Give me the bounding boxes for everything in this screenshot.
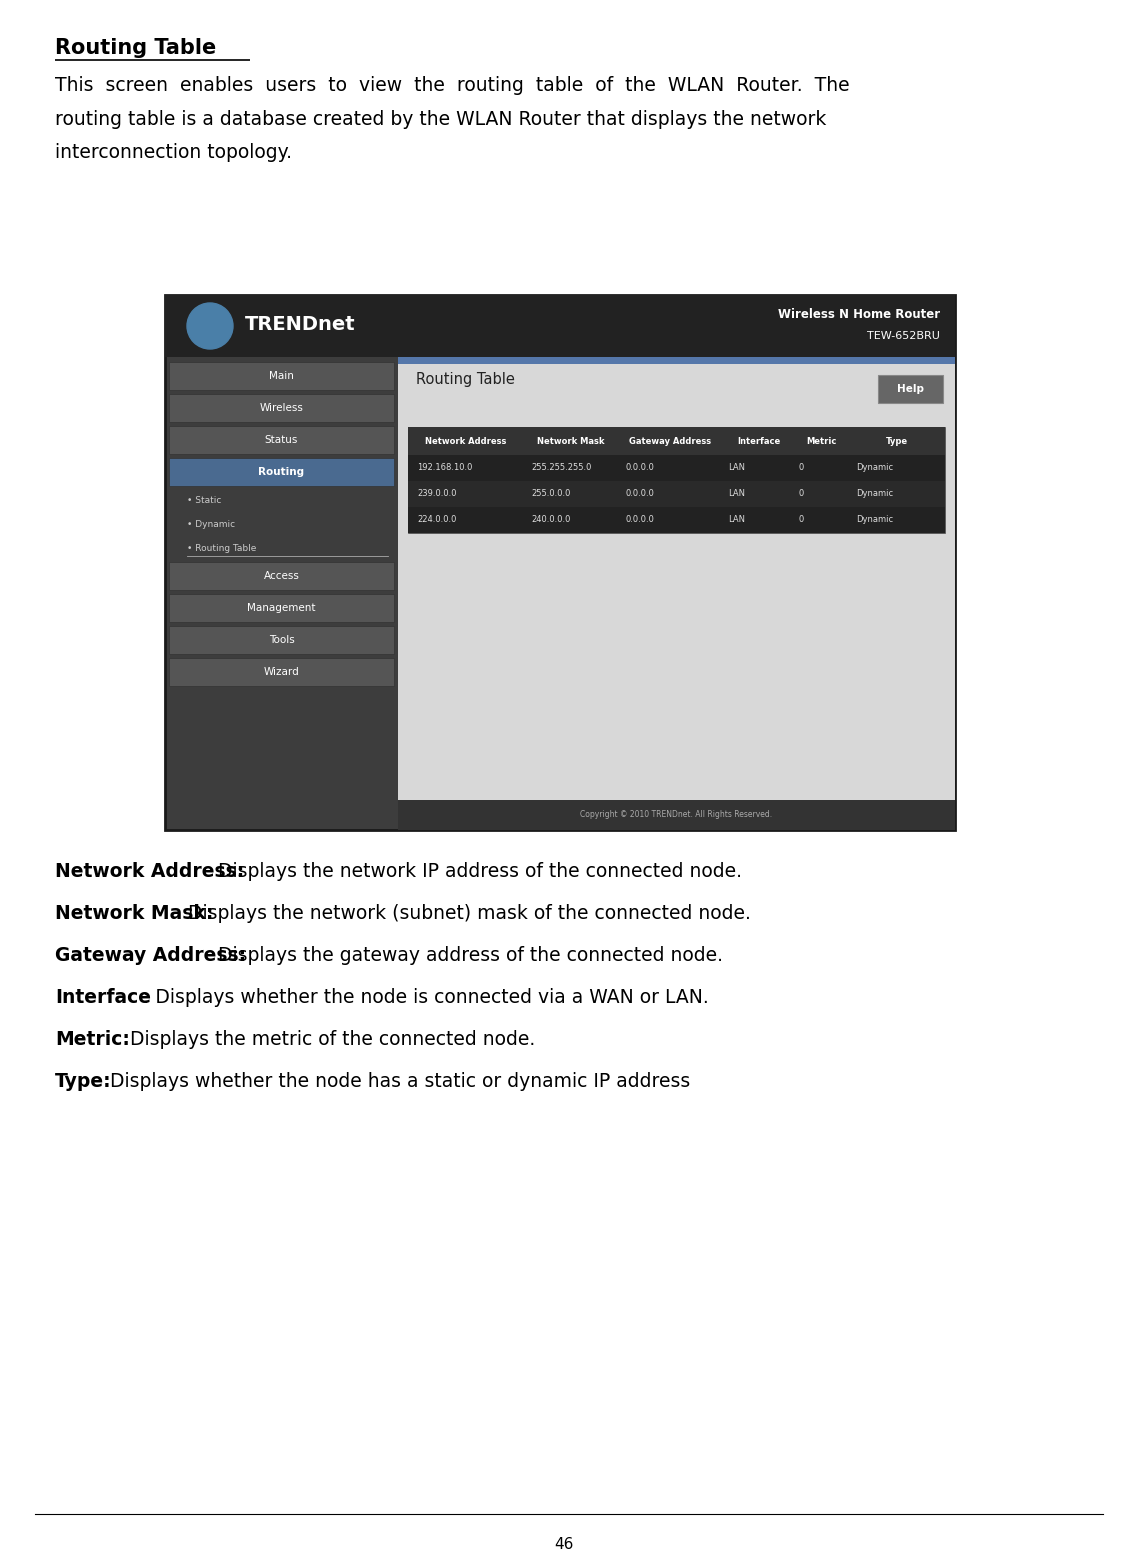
Text: Dynamic: Dynamic bbox=[856, 464, 893, 472]
Text: 239.0.0.0: 239.0.0.0 bbox=[417, 489, 457, 498]
Text: 0: 0 bbox=[799, 464, 804, 472]
FancyBboxPatch shape bbox=[165, 294, 955, 357]
FancyBboxPatch shape bbox=[169, 659, 394, 687]
FancyBboxPatch shape bbox=[169, 427, 394, 455]
Text: 0: 0 bbox=[799, 515, 804, 525]
Text: Network Mask: Network Mask bbox=[537, 436, 605, 445]
Text: Interface: Interface bbox=[737, 436, 781, 445]
Text: Network Address:: Network Address: bbox=[55, 863, 245, 881]
Text: 0.0.0.0: 0.0.0.0 bbox=[626, 515, 654, 525]
Text: Main: Main bbox=[270, 371, 294, 381]
FancyBboxPatch shape bbox=[398, 357, 955, 830]
Text: : Displays whether the node is connected via a WAN or LAN.: : Displays whether the node is connected… bbox=[143, 989, 710, 1007]
FancyBboxPatch shape bbox=[408, 455, 945, 481]
FancyBboxPatch shape bbox=[169, 626, 394, 654]
Text: Displays the gateway address of the connected node.: Displays the gateway address of the conn… bbox=[212, 947, 723, 965]
Text: Management: Management bbox=[247, 603, 316, 613]
Text: Network Mask:: Network Mask: bbox=[55, 905, 213, 923]
Text: LAN: LAN bbox=[728, 515, 744, 525]
Text: interconnection topology.: interconnection topology. bbox=[55, 143, 292, 162]
Circle shape bbox=[187, 304, 233, 349]
Text: 0: 0 bbox=[799, 489, 804, 498]
Text: Tools: Tools bbox=[268, 635, 294, 645]
FancyBboxPatch shape bbox=[408, 481, 945, 508]
Text: This  screen  enables  users  to  view  the  routing  table  of  the  WLAN  Rout: This screen enables users to view the ro… bbox=[55, 76, 849, 95]
FancyBboxPatch shape bbox=[169, 394, 394, 422]
Text: LAN: LAN bbox=[728, 489, 744, 498]
Text: Wireless N Home Router: Wireless N Home Router bbox=[778, 307, 940, 321]
Text: TRENDnet: TRENDnet bbox=[245, 315, 355, 333]
Text: Status: Status bbox=[265, 434, 298, 445]
Text: routing table is a database created by the WLAN Router that displays the network: routing table is a database created by t… bbox=[55, 109, 827, 129]
Text: • Routing Table: • Routing Table bbox=[187, 543, 256, 553]
Text: Type:: Type: bbox=[55, 1073, 112, 1091]
Text: Dynamic: Dynamic bbox=[856, 489, 893, 498]
Text: Displays whether the node has a static or dynamic IP address: Displays whether the node has a static o… bbox=[104, 1073, 690, 1091]
Text: 0.0.0.0: 0.0.0.0 bbox=[626, 489, 654, 498]
Text: Metric: Metric bbox=[807, 436, 837, 445]
Text: Routing: Routing bbox=[258, 467, 305, 476]
Text: 240.0.0.0: 240.0.0.0 bbox=[531, 515, 571, 525]
Text: Gateway Address: Gateway Address bbox=[628, 436, 711, 445]
FancyBboxPatch shape bbox=[165, 294, 955, 830]
Text: • Dynamic: • Dynamic bbox=[187, 520, 235, 528]
Text: Metric:: Metric: bbox=[55, 1031, 130, 1049]
Text: Interface: Interface bbox=[55, 989, 151, 1007]
FancyBboxPatch shape bbox=[169, 595, 394, 621]
Text: Wizard: Wizard bbox=[264, 666, 299, 677]
Text: Copyright © 2010 TRENDnet. All Rights Reserved.: Copyright © 2010 TRENDnet. All Rights Re… bbox=[581, 811, 773, 819]
Text: Routing Table: Routing Table bbox=[55, 37, 217, 58]
Text: Type: Type bbox=[885, 436, 908, 445]
Text: Wireless: Wireless bbox=[259, 403, 303, 413]
Text: 255.0.0.0: 255.0.0.0 bbox=[531, 489, 571, 498]
Text: Routing Table: Routing Table bbox=[416, 372, 514, 388]
Text: 192.168.10.0: 192.168.10.0 bbox=[417, 464, 473, 472]
Text: TEW-652BRU: TEW-652BRU bbox=[867, 332, 940, 341]
Text: Network Address: Network Address bbox=[425, 436, 506, 445]
Text: Displays the metric of the connected node.: Displays the metric of the connected nod… bbox=[124, 1031, 535, 1049]
FancyBboxPatch shape bbox=[169, 562, 394, 590]
Text: • Static: • Static bbox=[187, 495, 221, 504]
Text: Access: Access bbox=[264, 571, 299, 581]
Text: 224.0.0.0: 224.0.0.0 bbox=[417, 515, 457, 525]
Text: Gateway Address:: Gateway Address: bbox=[55, 947, 246, 965]
Text: Help: Help bbox=[897, 385, 924, 394]
Text: 0.0.0.0: 0.0.0.0 bbox=[626, 464, 654, 472]
FancyBboxPatch shape bbox=[408, 508, 945, 532]
FancyBboxPatch shape bbox=[398, 800, 955, 830]
Text: Displays the network (subnet) mask of the connected node.: Displays the network (subnet) mask of th… bbox=[183, 905, 751, 923]
Text: Dynamic: Dynamic bbox=[856, 515, 893, 525]
Text: 255.255.255.0: 255.255.255.0 bbox=[531, 464, 591, 472]
FancyBboxPatch shape bbox=[408, 427, 945, 455]
FancyBboxPatch shape bbox=[398, 357, 955, 364]
Text: LAN: LAN bbox=[728, 464, 744, 472]
FancyBboxPatch shape bbox=[169, 361, 394, 389]
FancyBboxPatch shape bbox=[408, 427, 945, 532]
FancyBboxPatch shape bbox=[169, 458, 394, 486]
Text: 46: 46 bbox=[554, 1537, 574, 1552]
FancyBboxPatch shape bbox=[878, 375, 943, 403]
Text: Displays the network IP address of the connected node.: Displays the network IP address of the c… bbox=[212, 863, 742, 881]
